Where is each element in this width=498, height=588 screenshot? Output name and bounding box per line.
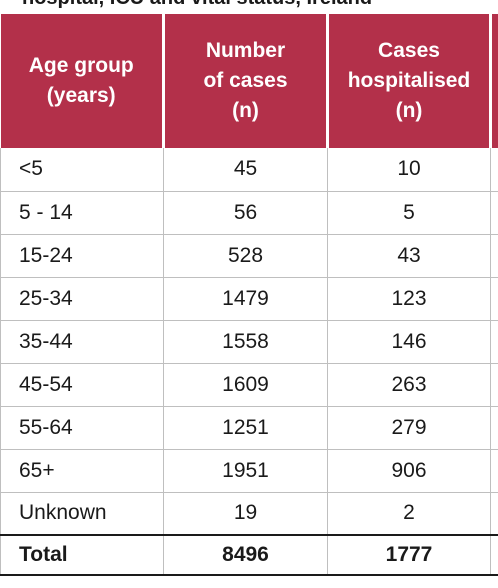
table-row: 35-44 1558 146 — [0, 320, 498, 364]
table-row: <5 45 10 — [0, 148, 498, 192]
cell-number-of-cases: 1251 — [163, 406, 328, 450]
cell-age-group: 5 - 14 — [0, 191, 164, 235]
cell-number-of-cases: 1479 — [163, 277, 328, 321]
table-row: 55-64 1251 279 — [0, 406, 498, 450]
cell-age-group: <5 — [0, 148, 164, 192]
cell-next-clipped — [490, 191, 498, 235]
table-total-row: Total 8496 1777 — [0, 534, 498, 576]
header-number-of-cases: Number of cases (n) — [163, 14, 329, 148]
table-header-row: Age group (years) Number of cases (n) Ca… — [0, 14, 498, 148]
cell-age-group: 65+ — [0, 449, 164, 493]
cell-next-clipped — [490, 234, 498, 278]
table-caption: hospital, ICU and vital status, Ireland — [22, 0, 372, 10]
cell-total-cases-hospitalised: 1777 — [327, 534, 491, 576]
cell-total-label: Total — [0, 534, 164, 576]
cell-next-clipped — [490, 492, 498, 536]
cell-age-group: 15-24 — [0, 234, 164, 278]
cell-age-group: 25-34 — [0, 277, 164, 321]
cases-table-container: Age group (years) Number of cases (n) Ca… — [0, 14, 498, 576]
cell-next-clipped — [490, 406, 498, 450]
cell-cases-hospitalised: 10 — [327, 148, 491, 192]
cell-cases-hospitalised: 123 — [327, 277, 491, 321]
header-cases-hospitalised: Cases hospitalised (n) — [327, 14, 492, 148]
cell-cases-hospitalised: 279 — [327, 406, 491, 450]
table-row: 45-54 1609 263 — [0, 363, 498, 407]
cell-cases-hospitalised: 43 — [327, 234, 491, 278]
cell-number-of-cases: 528 — [163, 234, 328, 278]
cell-age-group: 35-44 — [0, 320, 164, 364]
cell-next-clipped — [490, 363, 498, 407]
table-row: 5 - 14 56 5 — [0, 191, 498, 235]
cell-number-of-cases: 1951 — [163, 449, 328, 493]
header-age-group: Age group (years) — [0, 14, 165, 148]
cell-number-of-cases: 19 — [163, 492, 328, 536]
cell-cases-hospitalised: 263 — [327, 363, 491, 407]
cell-number-of-cases: 45 — [163, 148, 328, 192]
cell-next-clipped — [490, 449, 498, 493]
cell-cases-hospitalised: 2 — [327, 492, 491, 536]
cell-number-of-cases: 1558 — [163, 320, 328, 364]
cell-next-clipped — [490, 148, 498, 192]
cell-next-clipped — [490, 277, 498, 321]
table-row: 15-24 528 43 — [0, 234, 498, 278]
cases-by-age-table: Age group (years) Number of cases (n) Ca… — [0, 14, 498, 576]
header-next-column-clipped — [490, 14, 498, 148]
cell-cases-hospitalised: 5 — [327, 191, 491, 235]
cell-age-group: 45-54 — [0, 363, 164, 407]
cell-cases-hospitalised: 906 — [327, 449, 491, 493]
cell-cases-hospitalised: 146 — [327, 320, 491, 364]
cell-next-clipped — [490, 534, 498, 576]
cell-age-group: Unknown — [0, 492, 164, 536]
cell-number-of-cases: 56 — [163, 191, 328, 235]
cell-next-clipped — [490, 320, 498, 364]
cell-number-of-cases: 1609 — [163, 363, 328, 407]
table-row: 25-34 1479 123 — [0, 277, 498, 321]
table-row: 65+ 1951 906 — [0, 449, 498, 493]
table-row: Unknown 19 2 — [0, 492, 498, 536]
cell-total-number-of-cases: 8496 — [163, 534, 328, 576]
cell-age-group: 55-64 — [0, 406, 164, 450]
